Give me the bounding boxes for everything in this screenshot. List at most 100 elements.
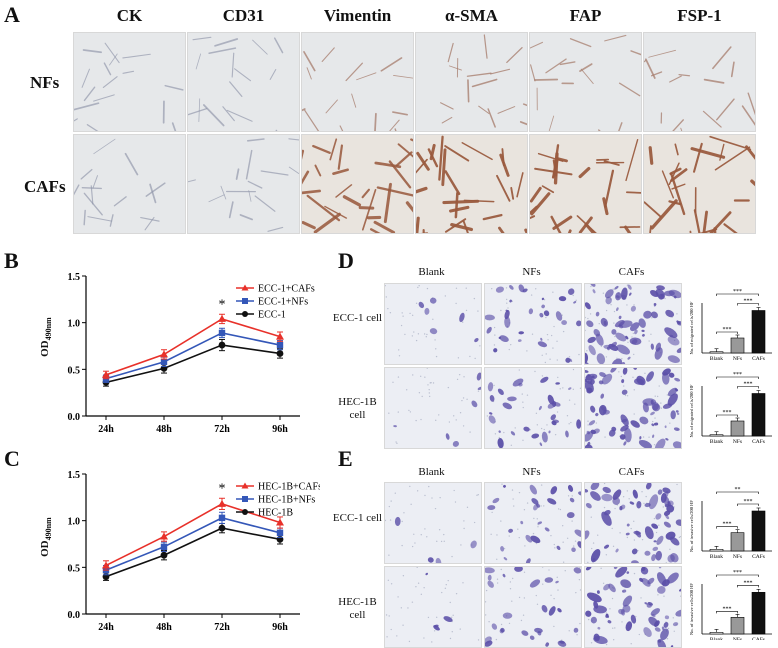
significance-marker: ***: [733, 570, 742, 576]
y-tick-label: 1.5: [68, 272, 81, 283]
transwell-image: [584, 566, 682, 648]
y-tick-label: 1.0: [68, 319, 81, 330]
micrograph-image: [643, 134, 756, 234]
data-point: [277, 350, 284, 357]
significance-star: *: [219, 481, 226, 496]
panel-e-row-hec1b: HEC-1B cell: [330, 596, 385, 622]
bar: [752, 394, 765, 437]
chart-c-ylabel-wrap: OD490nm: [36, 485, 56, 595]
transwell-image: [384, 367, 482, 449]
column-header: Vimentin: [301, 6, 414, 26]
legend-entry: ECC-1+CAFs: [258, 284, 315, 295]
bar-chart-ylabel: No. of invasive cells/200 HF: [689, 583, 694, 635]
panel-e-row-ecc1: ECC-1 cell: [330, 512, 385, 525]
y-tick-label: 0.5: [68, 365, 81, 376]
y-tick-label: 0.5: [68, 563, 81, 574]
data-point: [160, 533, 168, 540]
panel-letter-a: A: [4, 2, 20, 28]
chart-d2-migration: No. of migrated cells/200 HF Blank NFs CAFs…: [686, 368, 778, 448]
micrograph-image: [73, 134, 186, 234]
bar: [752, 592, 765, 634]
significance-marker: ***: [723, 327, 732, 333]
panel-e-col-blank: Blank: [384, 466, 479, 478]
legend-entry: HEC-1B: [258, 508, 293, 519]
transwell-image: [384, 566, 482, 648]
significance-marker: ***: [723, 410, 732, 416]
bar-category-label: NFs: [733, 356, 742, 362]
x-tick-label: 48h: [156, 622, 172, 633]
data-point: [219, 342, 226, 349]
y-tick-label: 1.5: [68, 470, 81, 481]
panel-letter-c: C: [4, 446, 20, 472]
chart-b-ylabel: OD490nm: [39, 287, 53, 387]
column-header: CD31: [187, 6, 300, 26]
series-line: [106, 333, 280, 379]
x-tick-label: 48h: [156, 424, 172, 435]
micrograph-image: [529, 134, 642, 234]
series-line: [106, 518, 280, 570]
bar-category-label: Blank: [710, 439, 723, 445]
bar-category-label: CAFs: [752, 554, 765, 560]
significance-marker: ***: [744, 580, 753, 586]
bar-category-label: NFs: [733, 554, 742, 560]
bar-chart-ylabel: No. of migrated cells/200 HF: [689, 301, 694, 354]
column-header: CK: [73, 6, 186, 26]
significance-marker: ***: [723, 606, 732, 612]
significance-marker: ***: [744, 382, 753, 388]
transwell-image: [484, 566, 582, 648]
micrograph-image: [187, 32, 300, 132]
significance-marker: **: [735, 487, 741, 493]
data-point: [219, 515, 225, 521]
transwell-image: [484, 283, 582, 365]
significance-marker: ***: [733, 289, 742, 295]
panel-d-col-nfs: NFs: [484, 266, 579, 278]
chart-b-ylabel-wrap: OD490nm: [36, 285, 56, 395]
bar-chart-ylabel: No. of invasive cells/200 HF: [689, 500, 694, 552]
column-header: α-SMA: [415, 6, 528, 26]
bar-category-label: CAFs: [752, 439, 765, 445]
y-tick-label: 1.0: [68, 517, 81, 528]
row-label-nfs: NFs: [30, 73, 59, 93]
significance-marker: ***: [744, 499, 753, 505]
transwell-image: [584, 367, 682, 449]
chart-c-ylabel: OD490nm: [39, 487, 53, 587]
data-point: [161, 544, 167, 550]
series-line: [106, 345, 280, 382]
significance-marker: ***: [744, 299, 753, 305]
transwell-image: [484, 482, 582, 564]
x-tick-label: 96h: [272, 622, 288, 633]
panel-d-row-hec1b: HEC-1B cell: [330, 396, 385, 422]
significance-marker: ***: [723, 522, 732, 528]
transwell-image: [584, 482, 682, 564]
transwell-image: [484, 367, 582, 449]
panel-letter-b: B: [4, 248, 19, 274]
micrograph-image: [415, 32, 528, 132]
panel-e-col-nfs: NFs: [484, 466, 579, 478]
x-tick-label: 24h: [98, 424, 114, 435]
bar-category-label: NFs: [733, 439, 742, 445]
bar: [731, 533, 744, 551]
micrograph-image: [643, 32, 756, 132]
bar: [731, 421, 744, 436]
bar-category-label: Blank: [710, 356, 723, 362]
micrograph-image: [73, 32, 186, 132]
panel-d-row-ecc1: ECC-1 cell: [330, 312, 385, 325]
row-label-cafs: CAFs: [24, 177, 66, 197]
bar: [710, 632, 723, 634]
data-point: [160, 350, 168, 357]
micrograph-image: [415, 134, 528, 234]
bar: [752, 511, 765, 551]
bar: [710, 352, 723, 353]
bar-chart-ylabel: No. of migrated cells/200 HF: [689, 384, 694, 437]
data-point: [218, 500, 226, 507]
legend-entry: ECC-1: [258, 310, 286, 321]
data-point: [277, 342, 283, 348]
panel-d-col-cafs: CAFs: [584, 266, 679, 278]
bar: [752, 311, 765, 354]
legend-entry: HEC-1B+CAFs: [258, 482, 320, 493]
panel-d-col-blank: Blank: [384, 266, 479, 278]
micrograph-image: [187, 134, 300, 234]
